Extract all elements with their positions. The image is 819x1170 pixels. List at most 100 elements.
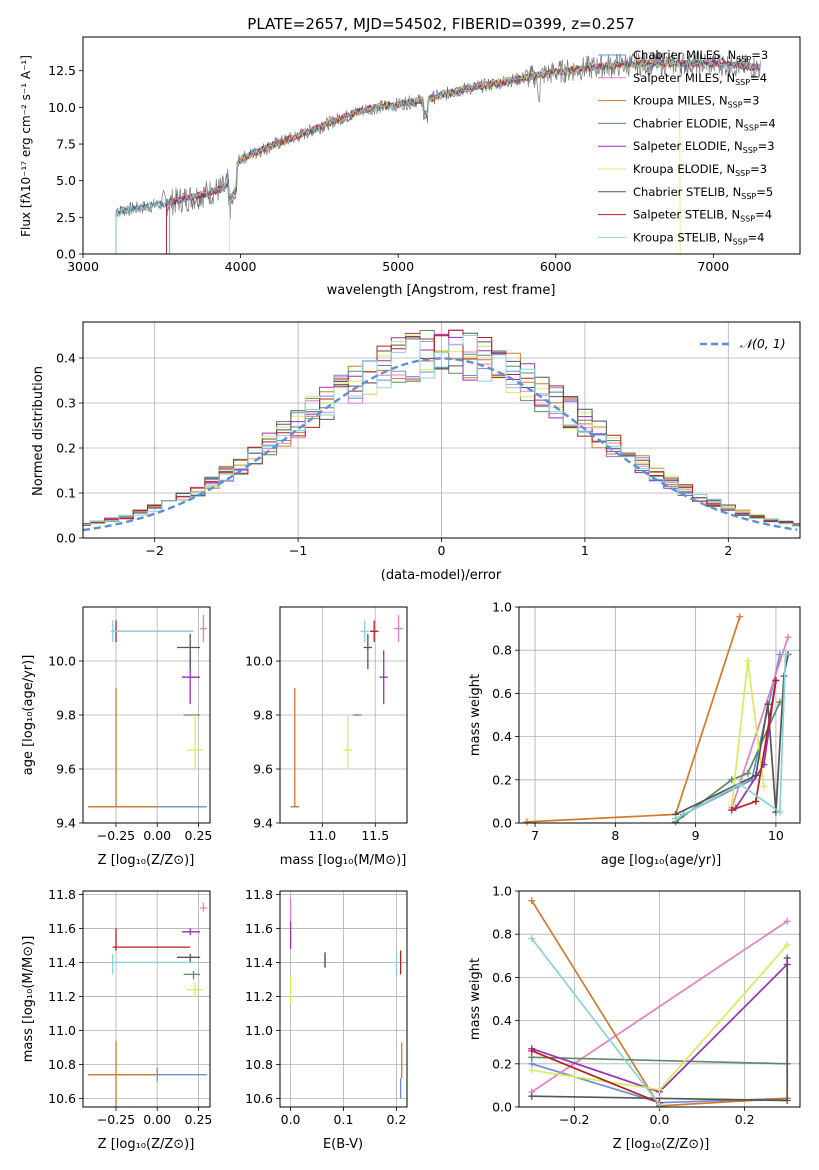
z-weight-xlabel: Z [log₁₀(Z/Z⊙)] xyxy=(613,1137,710,1152)
x-tick-label: 6000 xyxy=(540,259,572,274)
observed-spectrum xyxy=(115,51,761,220)
y-tick-label: 1.0 xyxy=(492,884,512,899)
residuals-xlabel: (data-model)/error xyxy=(381,568,502,583)
residuals-panel: −2 −1 0 1 2 0.0 0.1 0.2 0.3 0.4 𝒩(0, 1) xyxy=(56,321,801,558)
y-tick-label: 0.2 xyxy=(492,1056,512,1071)
histograms xyxy=(83,329,800,532)
x-tick-label: −0.25 xyxy=(97,828,135,843)
z-age-xlabel: Z [log₁₀(Z/Z⊙)] xyxy=(98,853,195,868)
y-tick-label: 10.6 xyxy=(245,1091,273,1106)
weight-line-9 xyxy=(675,654,787,820)
legend-label: Chabrier MILES, NSSP=3 xyxy=(633,48,768,64)
legend-label: Chabrier ELODIE, NSSP=4 xyxy=(633,116,776,132)
mass-age-panel: 11.0 11.5 9.4 9.6 9.8 10.0 xyxy=(245,606,408,843)
x-tick-label: 0.0 xyxy=(650,1112,670,1127)
x-tick-label: 0.2 xyxy=(386,1112,406,1127)
y-tick-label: 10.0 xyxy=(48,100,76,115)
normal-legend-label: 𝒩(0, 1) xyxy=(740,336,786,351)
x-tick-label: −0.25 xyxy=(97,1112,135,1127)
z-mass-ylabel: mass [log₁₀(M/M⊙)] xyxy=(21,936,36,1063)
x-tick-label: 0.25 xyxy=(185,1112,213,1127)
weight-marker-9 xyxy=(782,651,790,659)
x-tick-label: 7000 xyxy=(697,259,729,274)
weight-marker-8 xyxy=(772,676,780,684)
y-tick-label: 1.0 xyxy=(492,600,512,615)
weight-line-3 xyxy=(526,616,741,823)
y-tick-label: 9.4 xyxy=(253,816,273,831)
z-weight-panel: −0.2 0.0 0.2 0.0 0.2 0.4 0.6 0.8 1.0 xyxy=(492,884,801,1127)
x-tick-label: 5000 xyxy=(382,259,414,274)
model-spectrum-8 xyxy=(166,59,761,254)
x-tick-label: −1 xyxy=(289,543,307,558)
weight-marker-6 xyxy=(760,782,768,790)
x-tick-label: 0.25 xyxy=(185,828,213,843)
weight-line-8 xyxy=(531,1050,660,1104)
y-tick-label: 0.0 xyxy=(56,247,76,262)
y-tick-label: 5.0 xyxy=(56,173,76,188)
y-tick-label: 10.8 xyxy=(245,1057,273,1072)
x-tick-label: 9 xyxy=(692,828,700,843)
weight-marker-8 xyxy=(752,797,760,805)
axes-frame xyxy=(82,36,801,255)
legend-label: Salpeter MILES, NSSP=4 xyxy=(633,71,767,87)
x-tick-label: 0.1 xyxy=(334,1112,354,1127)
legend-label: Kroupa ELODIE, NSSP=3 xyxy=(633,162,767,178)
x-tick-label: 0.00 xyxy=(143,828,171,843)
residuals-ylabel: Normed distribution xyxy=(31,366,46,496)
weight-marker-9 xyxy=(736,780,744,788)
y-tick-label: 9.8 xyxy=(56,708,76,723)
ebv-mass-panel: 0.0 0.1 0.2 10.6 10.8 11.0 11.2 11.4 11.6 11.8 xyxy=(245,887,408,1127)
x-tick-label: 0.00 xyxy=(143,1112,171,1127)
legend-label: Kroupa STELIB, NSSP=4 xyxy=(633,230,764,246)
z-age-ylabel: age [log₁₀(age/yr)] xyxy=(21,655,36,776)
axes-frame xyxy=(82,321,801,539)
axes-frame xyxy=(279,606,408,824)
weight-marker-1 xyxy=(528,1060,536,1068)
spectrum-title: PLATE=2657, MJD=54502, FIBERID=0399, z=0… xyxy=(247,15,634,33)
y-tick-label: 9.8 xyxy=(253,708,273,723)
weight-marker-8 xyxy=(528,1047,536,1055)
y-tick-label: 0.4 xyxy=(492,729,512,744)
legend-label: Salpeter STELIB, NSSP=4 xyxy=(633,208,772,224)
weight-marker-6 xyxy=(783,941,791,949)
weight-marker-9 xyxy=(528,935,536,943)
z-age-panel: −0.25 0.00 0.25 9.4 9.6 9.8 10.0 xyxy=(48,606,213,843)
y-tick-label: 10.0 xyxy=(245,654,273,669)
y-tick-label: 10.8 xyxy=(48,1057,76,1072)
x-tick-label: 3000 xyxy=(67,259,99,274)
y-tick-label: 11.6 xyxy=(48,921,76,936)
model-spectrum-9 xyxy=(115,58,761,254)
weight-marker-4 xyxy=(528,1053,536,1061)
weight-marker-9 xyxy=(672,815,680,823)
y-tick-label: 11.2 xyxy=(245,989,273,1004)
weight-marker-6 xyxy=(528,1066,536,1074)
y-tick-label: 9.6 xyxy=(56,762,76,777)
axes-frame xyxy=(279,890,408,1108)
y-tick-label: 0.6 xyxy=(492,686,512,701)
y-tick-label: 7.5 xyxy=(56,137,76,152)
y-tick-label: 0.2 xyxy=(492,772,512,787)
weight-line-2 xyxy=(730,636,789,809)
weight-marker-7 xyxy=(783,1097,791,1105)
weight-line-4 xyxy=(531,1056,788,1065)
weight-marker-6 xyxy=(656,1086,663,1094)
y-tick-label: 0.0 xyxy=(492,816,512,831)
legend-label: Salpeter ELODIE, NSSP=3 xyxy=(633,139,775,155)
y-tick-label: 0.4 xyxy=(56,351,76,366)
y-tick-label: 10.6 xyxy=(48,1091,76,1106)
y-tick-label: 11.4 xyxy=(245,955,273,970)
axes-frame xyxy=(518,606,801,824)
weight-line-9 xyxy=(531,937,661,1106)
z-mass-panel: −0.25 0.00 0.25 10.6 10.8 11.0 11.2 11.4 11.6 11.… xyxy=(48,887,212,1127)
weight-marker-2 xyxy=(783,917,791,925)
y-tick-label: 0.2 xyxy=(56,441,76,456)
y-tick-label: 0.0 xyxy=(56,531,76,546)
x-tick-label: 2 xyxy=(724,543,732,558)
y-tick-label: 9.6 xyxy=(253,762,273,777)
model-spectrum-7 xyxy=(115,58,761,254)
axes-frame xyxy=(82,890,211,1108)
y-tick-label: 11.2 xyxy=(48,989,76,1004)
y-tick-label: 11.8 xyxy=(245,887,273,902)
x-tick-label: 1 xyxy=(581,543,589,558)
